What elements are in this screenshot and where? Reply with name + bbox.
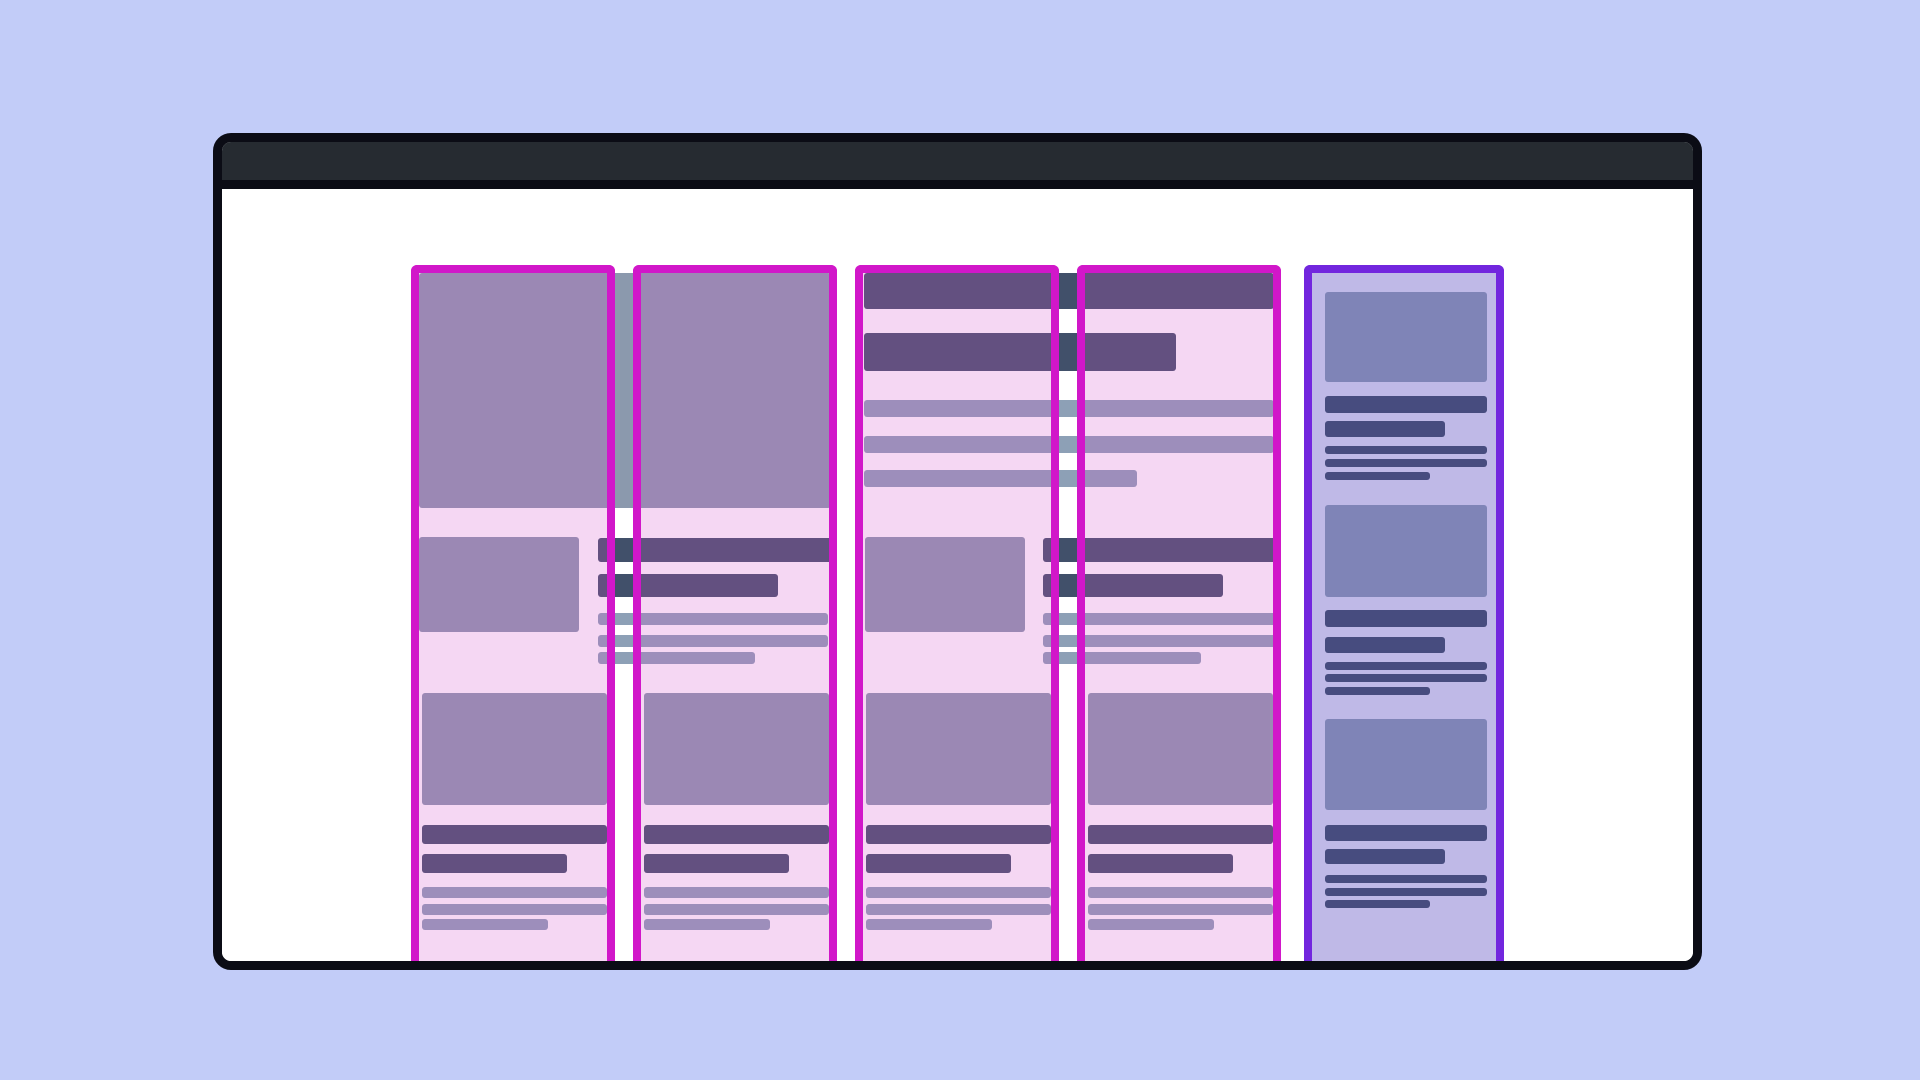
teaser-2-subhead [1043,574,1223,597]
card-2-text-line-3 [644,919,770,930]
card-4-text-line-2 [1088,904,1273,915]
sidebar-card-1-subhead [1325,421,1445,437]
hero-text-line-3 [864,470,1137,487]
card-3-subhead [866,854,1011,873]
hero-headline-line-2 [864,333,1176,371]
teaser-2-text-line-1 [1043,613,1277,625]
sidebar-card-3-text-line-1 [1325,875,1487,883]
hero-text-line-2 [864,436,1274,453]
sidebar-card-1-headline [1325,396,1487,413]
column-highlight-4 [1077,265,1281,961]
card-1-image [422,693,607,805]
teaser-2-text-line-2 [1043,635,1277,647]
hero-headline-line-1 [864,273,1274,309]
hero-image [419,273,831,508]
column-highlight-1 [411,265,615,961]
teaser-2-image [865,537,1025,632]
sidebar-card-3-text-line-3 [1325,900,1430,908]
sidebar-card-2-image [1325,505,1487,597]
card-3-text-line-3 [866,919,992,930]
column-highlight-3 [855,265,1059,961]
sidebar-card-1-text-line-1 [1325,446,1487,454]
card-4-subhead [1088,854,1233,873]
card-3-image [866,693,1051,805]
card-2-text-line-1 [644,887,829,898]
card-1-headline [422,825,607,844]
card-1-text-line-2 [422,904,607,915]
sidebar-card-1-text-line-3 [1325,472,1430,480]
card-2-image [644,693,829,805]
sidebar-card-3-text-line-2 [1325,888,1487,896]
card-1-text-line-3 [422,919,548,930]
sidebar-card-2-text-line-2 [1325,674,1487,682]
browser-window [213,133,1702,970]
card-1-text-line-1 [422,887,607,898]
sidebar-card-1-text-line-2 [1325,459,1487,467]
teaser-1-text-line-2 [598,635,828,647]
card-4-text-line-1 [1088,887,1273,898]
sidebar-card-1-image [1325,292,1487,382]
card-1-subhead [422,854,567,873]
card-2-subhead [644,854,789,873]
sidebar-card-2-headline [1325,610,1487,627]
card-3-headline [866,825,1051,844]
card-2-headline [644,825,829,844]
teaser-1-subhead [598,574,778,597]
card-4-headline [1088,825,1273,844]
sidebar-card-2-text-line-3 [1325,687,1430,695]
teaser-1-text-line-1 [598,613,828,625]
sidebar-content-layer [222,189,1693,961]
card-2-text-line-2 [644,904,829,915]
card-4-image [1088,693,1273,805]
sidebar-card-3-headline [1325,825,1487,841]
sidebar-card-3-subhead [1325,849,1445,864]
overlay-layer [222,189,1693,961]
card-3-text-line-2 [866,904,1051,915]
browser-viewport [222,189,1693,961]
sidebar-card-2-text-line-1 [1325,662,1487,670]
browser-title-bar [222,142,1693,189]
column-highlight-2 [633,265,837,961]
card-4-text-line-3 [1088,919,1214,930]
teaser-1-image [419,537,579,632]
wireframe-layer [222,189,1693,961]
sidebar-card-3-image [1325,719,1487,810]
hero-text-line-1 [864,400,1274,417]
card-3-text-line-1 [866,887,1051,898]
sidebar-card-2-subhead [1325,637,1445,653]
